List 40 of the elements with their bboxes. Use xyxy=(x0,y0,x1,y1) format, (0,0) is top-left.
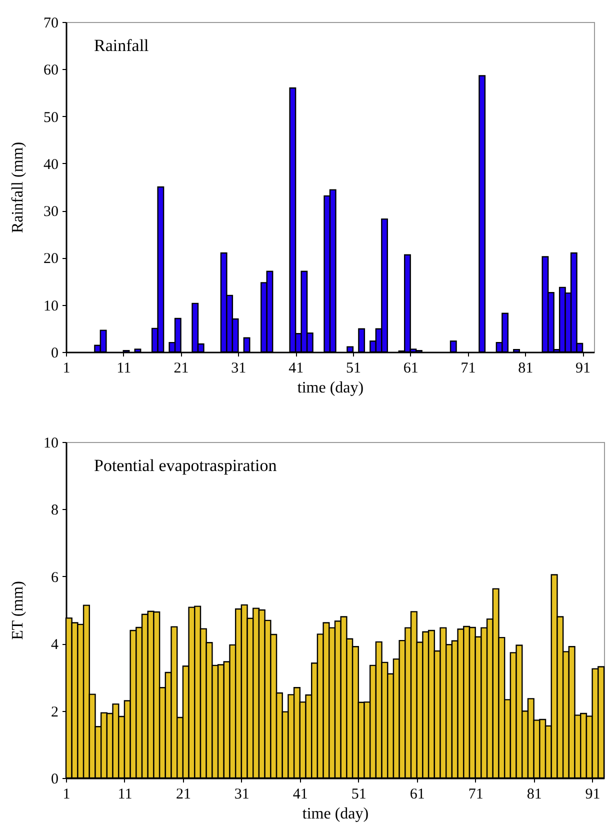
y-axis-title: ET (mm) xyxy=(10,581,26,640)
y-tick-label: 0 xyxy=(51,346,58,362)
x-tick-label: 91 xyxy=(585,786,600,802)
x-tick-label: 31 xyxy=(231,360,246,376)
x-tick-label: 61 xyxy=(403,360,418,376)
text: Rainfall xyxy=(94,36,150,55)
x-tick-label: 41 xyxy=(292,786,308,802)
x-tick-label: 71 xyxy=(468,786,484,802)
x-tick-label: 21 xyxy=(176,786,191,802)
x-tick-label: 51 xyxy=(346,360,361,376)
y-tick-label: 10 xyxy=(44,436,58,452)
y-tick-label: 30 xyxy=(44,204,58,220)
text: Potential evapotraspiration xyxy=(94,456,278,475)
y-tick-label: 8 xyxy=(51,502,58,519)
x-tick-label: 81 xyxy=(518,360,534,376)
x-tick-label: 41 xyxy=(288,360,304,376)
x-tick-label: 61 xyxy=(410,786,425,802)
x-tick-label: 11 xyxy=(116,360,132,376)
y-tick-label: 60 xyxy=(44,62,58,79)
x-tick-label: 21 xyxy=(174,360,189,376)
y-tick-label: 0 xyxy=(51,772,58,788)
y-axis-title: Rainfall (mm) xyxy=(10,142,26,234)
x-axis-title: time (day) xyxy=(302,806,369,822)
y-tick-label: 40 xyxy=(44,156,58,173)
x-tick-label: 31 xyxy=(234,786,250,802)
x-tick-label: 1 xyxy=(62,360,70,376)
y-tick-label: 6 xyxy=(51,570,59,586)
x-tick-label: 81 xyxy=(526,786,542,802)
x-tick-label: 51 xyxy=(351,786,366,802)
y-tick-label: 70 xyxy=(44,16,58,32)
y-tick-label: 20 xyxy=(44,251,58,268)
y-tick-label: 10 xyxy=(44,298,58,314)
y-tick-label: 50 xyxy=(44,110,58,126)
x-tick-label: 1 xyxy=(62,786,70,802)
x-axis-title: time (day) xyxy=(297,380,364,396)
y-tick-label: 2 xyxy=(51,704,58,720)
x-tick-label: 71 xyxy=(460,360,476,376)
y-tick-label: 4 xyxy=(51,637,59,654)
x-tick-label: 11 xyxy=(118,786,132,802)
x-tick-label: 91 xyxy=(576,360,591,376)
